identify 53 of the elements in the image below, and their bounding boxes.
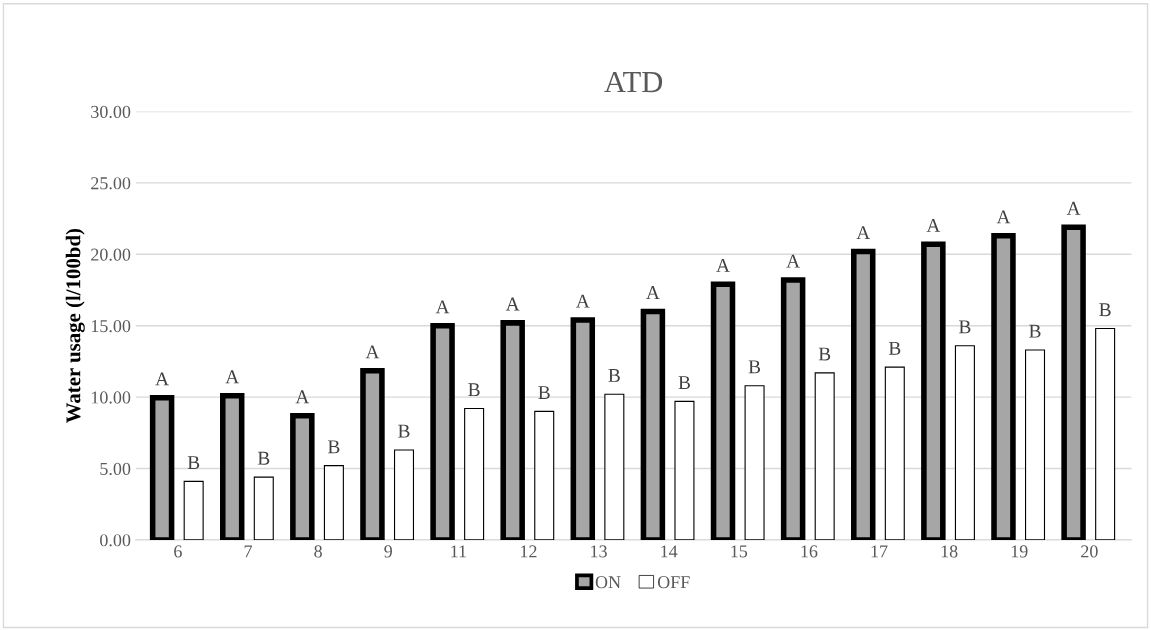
x-tick-label: 18: [941, 545, 958, 558]
data-label: A: [996, 210, 1011, 224]
data-label: A: [155, 372, 169, 386]
x-tick-label: 12: [521, 545, 537, 558]
y-tick-label: 20.00: [91, 248, 131, 261]
data-label: B: [888, 341, 901, 355]
data-label: A: [435, 300, 450, 314]
data-label: B: [257, 451, 270, 465]
data-label: A: [505, 297, 520, 311]
y-tick-label: 10.00: [91, 391, 131, 404]
data-label: A: [575, 294, 590, 308]
data-label: B: [818, 347, 831, 361]
data-label: B: [398, 424, 410, 438]
legend-label: ON: [595, 576, 621, 589]
data-label: A: [786, 254, 801, 268]
x-tick-label: 16: [801, 545, 818, 558]
data-label: B: [1099, 303, 1111, 317]
data-label: A: [225, 370, 240, 384]
x-tick-label: 17: [871, 545, 888, 558]
x-tick-label: 11: [451, 545, 466, 558]
data-label: B: [958, 320, 971, 334]
x-tick-label: 14: [661, 545, 678, 558]
data-label: A: [365, 345, 380, 359]
data-label: B: [1029, 324, 1041, 338]
data-label: A: [295, 390, 310, 404]
y-tick-label: 5.00: [100, 462, 131, 476]
data-label: B: [468, 383, 480, 397]
x-tick-label: 7: [244, 545, 252, 558]
x-tick-label: 19: [1011, 545, 1028, 558]
y-axis-title: Water usage (l/100bd): [65, 229, 85, 424]
data-label: B: [538, 386, 550, 399]
x-tick-label: 13: [591, 545, 607, 558]
x-tick-label: 20: [1081, 545, 1098, 558]
x-tick-label: 6: [174, 545, 182, 558]
y-tick-label: 30.00: [91, 105, 131, 119]
data-label: B: [748, 360, 761, 374]
x-tick-label: 9: [384, 545, 392, 558]
data-label: B: [187, 456, 200, 469]
y-tick-label: 0.00: [100, 534, 131, 547]
legend-label: OFF: [657, 576, 690, 589]
data-label: A: [716, 258, 730, 272]
data-label: B: [327, 440, 340, 454]
data-label: B: [678, 376, 690, 389]
y-tick-label: 15.00: [91, 319, 131, 333]
data-label: A: [1066, 201, 1081, 215]
data-label: A: [646, 286, 660, 299]
chart-title: ATD: [604, 71, 663, 93]
data-label: A: [856, 226, 871, 239]
data-label: B: [608, 369, 620, 382]
x-tick-label: 8: [314, 545, 322, 558]
y-tick-label: 25.00: [91, 177, 131, 190]
x-tick-label: 15: [731, 545, 748, 558]
data-label: A: [926, 219, 941, 232]
